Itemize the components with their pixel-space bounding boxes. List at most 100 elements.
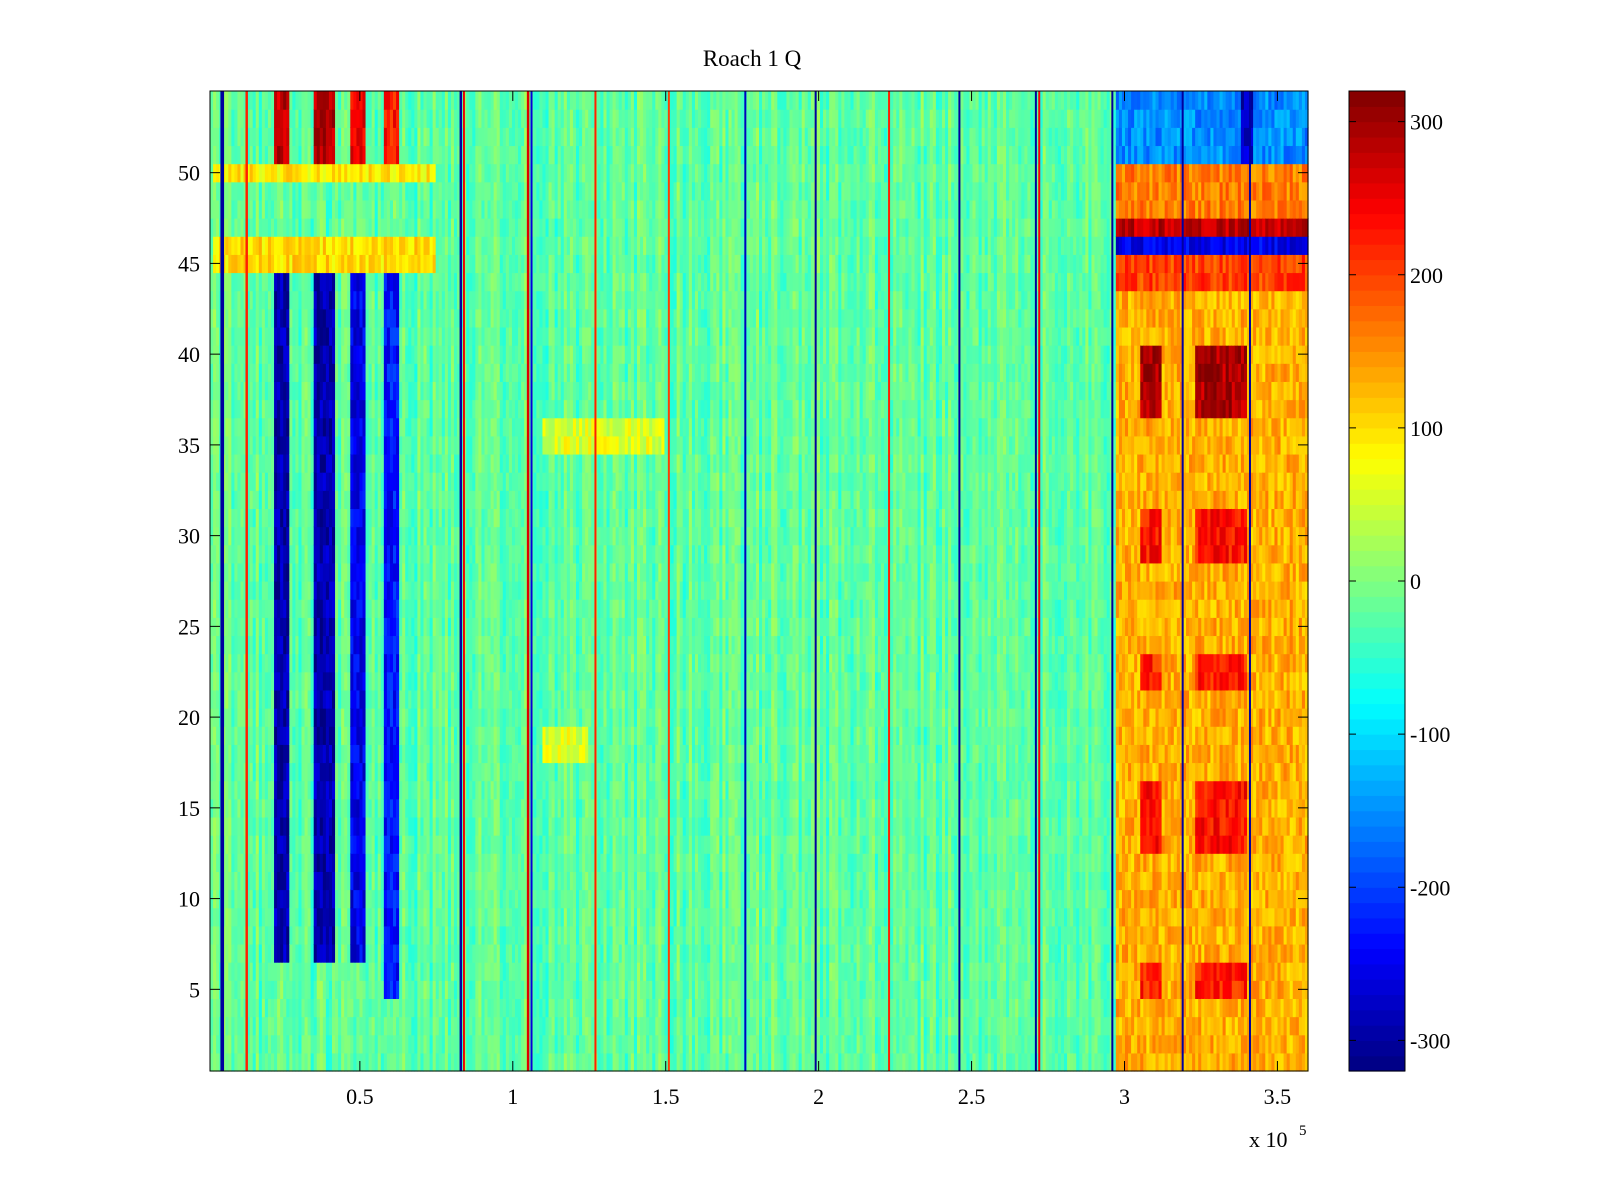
heatmap-cell [478,109,483,128]
heatmap-cell [457,363,461,382]
heatmap-cell [359,962,364,981]
heatmap-cell [365,562,370,582]
heatmap-cell [322,599,327,618]
heatmap-cell [258,943,263,963]
heatmap-cell [237,127,242,147]
heatmap-cell [319,962,324,981]
heatmap-cell [374,835,379,854]
heatmap-cell [396,853,400,872]
heatmap-cell [261,943,266,963]
heatmap-cell [386,417,391,437]
heatmap-cell [286,962,290,981]
heatmap-cell [228,490,232,510]
heatmap-cell [258,744,263,764]
heatmap-cell [249,1052,254,1072]
heatmap-cell [371,181,376,201]
heatmap-cell [457,381,461,401]
heatmap-cell [405,726,409,745]
heatmap-cell [319,326,324,346]
heatmap-cell [490,653,495,673]
heatmap-cell [466,272,470,292]
heatmap-cell [271,798,275,818]
heatmap-cell [438,925,443,945]
heatmap-cell [402,671,406,691]
heatmap-cell [261,199,266,219]
heatmap-cell [487,798,492,818]
heatmap-cell [368,726,373,745]
heatmap-cell [295,526,300,546]
heatmap-cell [426,835,431,854]
heatmap-cell [213,199,217,219]
heatmap-cell [295,907,300,927]
heatmap-cell [356,472,361,491]
heatmap-cell [450,943,455,963]
heatmap-cell [344,798,348,818]
heatmap-cell [487,345,492,364]
heatmap-cell [420,417,425,437]
heatmap-cell [350,689,354,709]
heatmap-cell [454,871,458,891]
heatmap-cell [408,363,412,382]
heatmap-cell [246,453,251,473]
heatmap-cell [264,399,269,419]
heatmap-cell [426,653,431,673]
heatmap-cell [444,689,449,709]
heatmap-cell [444,326,449,346]
heatmap-cell [338,943,342,963]
heatmap-cell [389,726,394,745]
heatmap-cell [213,744,217,764]
heatmap-cell [365,181,370,201]
heatmap-cell [450,726,455,745]
heatmap-cell [463,998,467,1018]
heatmap-cell [454,544,458,564]
heatmap-cell [359,943,364,963]
heatmap-cell [444,635,449,655]
heatmap-cell [383,562,388,582]
heatmap-cell [289,181,293,201]
heatmap-cell [472,816,476,836]
heatmap-cell [240,145,245,165]
heatmap-cell [283,435,287,455]
heatmap-cell [389,236,394,255]
heatmap-cell [365,199,370,219]
heatmap-cell [444,544,449,564]
heatmap-cell [332,453,336,473]
heatmap-cell [356,181,361,201]
heatmap-cell [396,871,400,891]
heatmap-cell [319,435,324,455]
heatmap-cell [240,508,245,528]
heatmap-cell [359,417,364,437]
heatmap-cell [380,435,385,455]
heatmap-cell [225,254,229,274]
heatmap-cell [423,109,428,128]
heatmap-cell [393,962,397,981]
heatmap-cell [475,835,479,854]
heatmap-cell [267,762,272,782]
heatmap-cell [441,581,446,600]
heatmap-cell [371,1034,376,1054]
heatmap-cell [484,127,489,147]
heatmap-cell [420,962,425,981]
heatmap-cell [371,998,376,1018]
heatmap-cell [228,835,232,854]
heatmap-cell [432,925,437,945]
heatmap-cell [359,472,364,491]
heatmap-cell [463,290,467,310]
heatmap-cell [447,617,452,637]
heatmap-cell [271,363,275,382]
heatmap-cell [295,726,300,745]
heatmap-cell [213,490,217,510]
heatmap-cell [389,816,394,836]
heatmap-cell [463,907,467,927]
heatmap-cell [487,689,492,709]
heatmap-cell [237,635,242,655]
heatmap-cell [271,943,275,963]
heatmap-cell [240,726,245,745]
heatmap-cell [234,254,239,274]
heatmap-cell [243,617,248,637]
heatmap-cell [295,218,300,237]
heatmap-cell [267,544,272,564]
heatmap-cell [447,780,452,800]
heatmap-cell [411,109,415,128]
heatmap-cell [322,91,327,110]
